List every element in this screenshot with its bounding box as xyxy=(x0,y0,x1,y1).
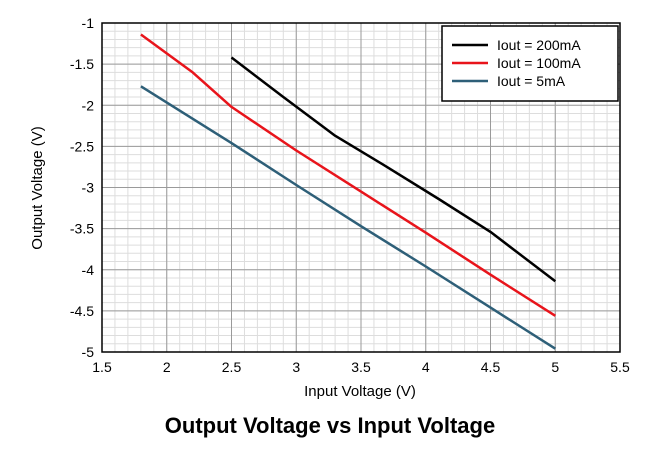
y-tick-label: -2 xyxy=(82,97,95,113)
series-line-2 xyxy=(140,85,556,350)
x-tick-label: 1.5 xyxy=(92,359,112,375)
legend-label-5ma: Iout = 5mA xyxy=(497,73,566,89)
x-tick-label: 5.5 xyxy=(610,359,630,375)
y-tick-label: -1.5 xyxy=(70,56,94,72)
legend-label-200ma: Iout = 200mA xyxy=(497,37,581,53)
series-line-1 xyxy=(140,33,556,317)
y-axis-label: Output Voltage (V) xyxy=(29,126,46,249)
y-tick-label: -4 xyxy=(82,262,95,278)
x-tick-label: 3.5 xyxy=(351,359,371,375)
chart-title: Output Voltage vs Input Voltage xyxy=(165,413,495,438)
x-tick-label: 4 xyxy=(422,359,430,375)
x-tick-label: 3 xyxy=(292,359,300,375)
tick-labels: 1.5 2 2.5 3 3.5 4 4.5 5 5.5 -1 -1.5 -2 -2.5 -3 -3.5 -4 -… xyxy=(70,15,630,375)
x-tick-label: 2.5 xyxy=(222,359,242,375)
y-tick-label: -5 xyxy=(82,344,95,360)
x-tick-label: 5 xyxy=(551,359,559,375)
plot-frame xyxy=(101,22,621,353)
x-tick-label: 2 xyxy=(163,359,171,375)
x-axis-label: Input Voltage (V) xyxy=(304,383,416,400)
legend-label-100ma: Iout = 100mA xyxy=(497,55,581,71)
y-tick-label: -1 xyxy=(82,15,95,31)
y-tick-label: -2.5 xyxy=(70,138,94,154)
y-tick-label: -4.5 xyxy=(70,303,94,319)
y-tick-label: -3 xyxy=(82,180,95,196)
x-tick-label: 4.5 xyxy=(481,359,501,375)
grid xyxy=(101,22,621,353)
legend: Iout = 200mA Iout = 100mA Iout = 5mA xyxy=(441,25,619,102)
y-tick-label: -3.5 xyxy=(70,221,94,237)
series-line-0 xyxy=(230,56,557,283)
series-layer xyxy=(140,33,557,350)
